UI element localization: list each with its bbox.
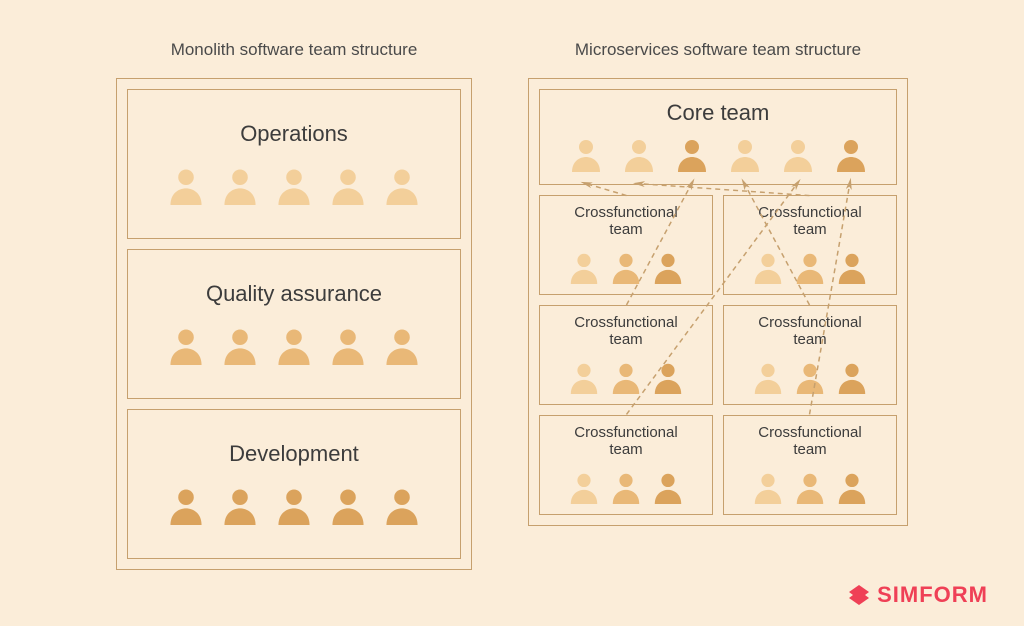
person-icon [166, 325, 206, 365]
person-icon [751, 360, 785, 394]
simform-logo: SIMFORM [847, 582, 988, 608]
core-team-box: Core team [539, 89, 897, 185]
person-icon [793, 250, 827, 284]
team-label: Development [229, 441, 359, 467]
person-icon [220, 165, 260, 205]
person-icon [833, 136, 869, 172]
crossfunctional-team-box: Crossfunctional team [723, 305, 897, 405]
monolith-title: Monolith software team structure [171, 40, 418, 60]
person-icon [567, 470, 601, 504]
person-icon [793, 470, 827, 504]
person-icon [651, 360, 685, 394]
people-row [568, 136, 869, 172]
logo-icon [847, 583, 871, 607]
person-icon [651, 250, 685, 284]
microservices-title: Microservices software team structure [575, 40, 861, 60]
logo-text: SIMFORM [877, 582, 988, 608]
monolith-team-box: Operations [127, 89, 461, 239]
person-icon [274, 325, 314, 365]
crossfunctional-label: Crossfunctional team [758, 314, 861, 349]
person-icon [835, 360, 869, 394]
microservices-outer-box: Core team Crossfunctional team Crossfunc… [528, 78, 908, 526]
person-icon [274, 485, 314, 525]
person-icon [274, 165, 314, 205]
people-row [751, 470, 869, 504]
person-icon [382, 325, 422, 365]
person-icon [220, 325, 260, 365]
person-icon [166, 165, 206, 205]
person-icon [609, 470, 643, 504]
people-row [166, 165, 422, 205]
person-icon [835, 470, 869, 504]
person-icon [328, 485, 368, 525]
person-icon [674, 136, 710, 172]
person-icon [568, 136, 604, 172]
crossfunctional-label: Crossfunctional team [574, 424, 677, 459]
crossfunctional-label: Crossfunctional team [758, 204, 861, 239]
person-icon [751, 250, 785, 284]
crossfunctional-team-box: Crossfunctional team [539, 195, 713, 295]
person-icon [609, 360, 643, 394]
core-team-label: Core team [667, 100, 770, 126]
person-icon [220, 485, 260, 525]
monolith-column: Monolith software team structure Operati… [116, 40, 472, 626]
person-icon [382, 485, 422, 525]
team-label: Quality assurance [206, 281, 382, 307]
people-row [166, 325, 422, 365]
people-row [567, 360, 685, 394]
person-icon [727, 136, 763, 172]
people-row [567, 470, 685, 504]
person-icon [793, 360, 827, 394]
person-icon [567, 250, 601, 284]
diagram-canvas: Monolith software team structure Operati… [0, 0, 1024, 626]
person-icon [567, 360, 601, 394]
crossfunctional-team-box: Crossfunctional team [723, 195, 897, 295]
person-icon [621, 136, 657, 172]
people-row [751, 360, 869, 394]
crossfunctional-grid: Crossfunctional team Crossfunctional tea… [539, 195, 897, 515]
crossfunctional-team-box: Crossfunctional team [723, 415, 897, 515]
monolith-team-box: Development [127, 409, 461, 559]
monolith-outer-box: Operations Quality assurance Development [116, 78, 472, 570]
person-icon [166, 485, 206, 525]
person-icon [651, 470, 685, 504]
monolith-team-box: Quality assurance [127, 249, 461, 399]
people-row [166, 485, 422, 525]
people-row [567, 250, 685, 284]
person-icon [382, 165, 422, 205]
person-icon [328, 325, 368, 365]
crossfunctional-team-box: Crossfunctional team [539, 305, 713, 405]
crossfunctional-label: Crossfunctional team [574, 314, 677, 349]
team-label: Operations [240, 121, 348, 147]
person-icon [780, 136, 816, 172]
person-icon [835, 250, 869, 284]
people-row [751, 250, 869, 284]
person-icon [751, 470, 785, 504]
crossfunctional-label: Crossfunctional team [758, 424, 861, 459]
microservices-column: Microservices software team structure Co… [528, 40, 908, 626]
crossfunctional-team-box: Crossfunctional team [539, 415, 713, 515]
person-icon [328, 165, 368, 205]
person-icon [609, 250, 643, 284]
crossfunctional-label: Crossfunctional team [574, 204, 677, 239]
